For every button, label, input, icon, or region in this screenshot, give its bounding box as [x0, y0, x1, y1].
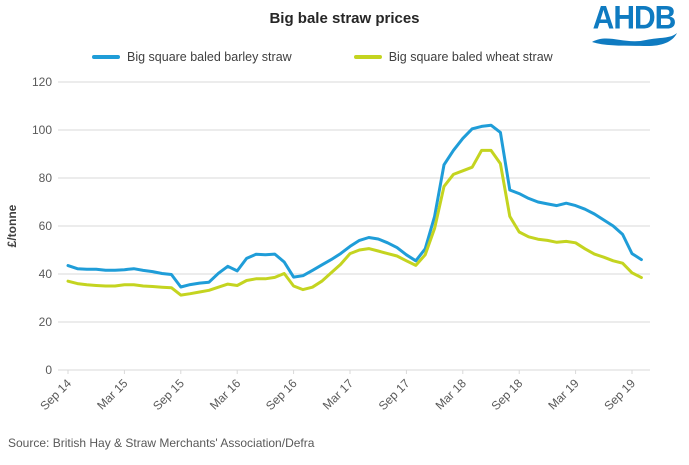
- legend-item-barley: Big square baled barley straw: [92, 50, 292, 64]
- ahdb-wave-icon: [592, 33, 677, 47]
- x-axis-tick-label: Mar 15: [94, 376, 131, 413]
- legend-item-wheat: Big square baled wheat straw: [353, 50, 553, 64]
- x-axis-tick-label: Sep 16: [263, 376, 300, 413]
- chart-title: Big bale straw prices: [269, 10, 420, 27]
- y-axis-tick-label: 0: [45, 363, 52, 377]
- x-axis-tick-label: Mar 17: [320, 376, 357, 413]
- legend-label-barley: Big square baled barley straw: [127, 50, 292, 64]
- y-axis-tick-label: 80: [39, 171, 53, 185]
- y-axis-tick-label: 40: [39, 267, 53, 281]
- x-axis-tick-label: Sep 19: [601, 376, 638, 413]
- x-axis-tick-label: Mar 18: [433, 376, 470, 413]
- y-axis-tick-label: 20: [39, 315, 53, 329]
- series-line: [66, 148, 643, 297]
- price-line-chart: 0 20 40 60 80 100 120 Sep 14 Mar 15 Sep 15 Mar 16 S…: [5, 75, 650, 413]
- source-note: Source: British Hay & Straw Merchants' A…: [8, 436, 315, 450]
- x-axis-tick-label: Sep 18: [489, 376, 526, 413]
- chart-legend: Big square baled barley straw Big square…: [92, 50, 553, 64]
- y-axis-title: £/tonne: [5, 204, 19, 247]
- x-axis-tick-label: Sep 14: [37, 376, 74, 413]
- ahdb-logo: AHDB: [589, 0, 679, 47]
- x-axis-tick-label: Sep 17: [376, 376, 413, 413]
- x-axis-tick-label: Mar 16: [207, 376, 244, 413]
- barley-line-swatch: [92, 55, 120, 59]
- series-line: [66, 123, 643, 289]
- y-axis-tick-label: 60: [39, 219, 53, 233]
- ahdb-logo-text: AHDB: [592, 0, 677, 37]
- y-axis-tick-label: 120: [32, 75, 52, 89]
- y-axis-tick-label: 100: [32, 123, 52, 137]
- wheat-line-swatch: [353, 55, 382, 59]
- x-axis-tick-label: Sep 15: [150, 376, 187, 413]
- legend-label-wheat: Big square baled wheat straw: [388, 50, 553, 64]
- chart-area: 0 20 40 60 80 100 120 Sep 14 Mar 15 Sep 15 Mar 16 S…: [0, 70, 689, 435]
- x-axis-tick-label: Mar 19: [545, 376, 582, 413]
